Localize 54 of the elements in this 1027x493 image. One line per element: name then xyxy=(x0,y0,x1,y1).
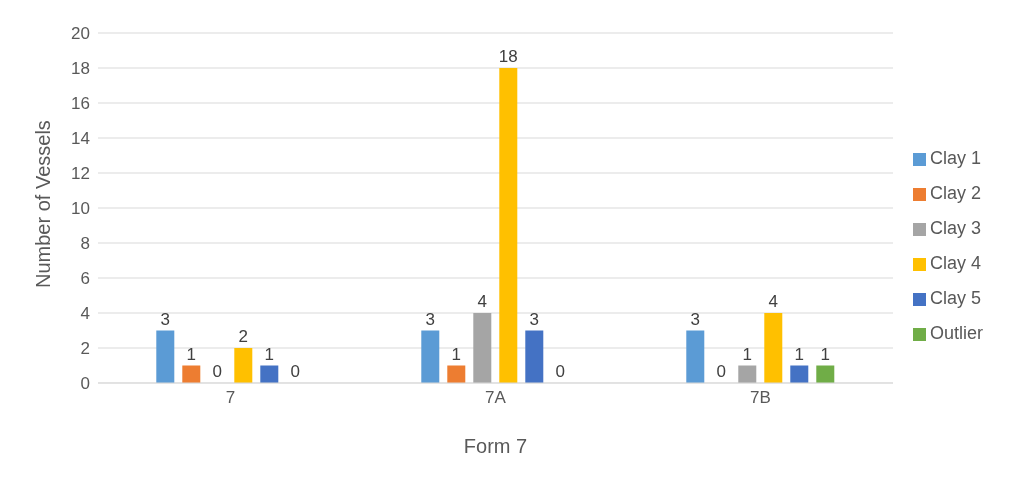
bar xyxy=(790,365,809,383)
bar xyxy=(816,365,835,383)
data-label: 0 xyxy=(212,362,223,381)
bar xyxy=(447,365,466,383)
y-tick-label: 12 xyxy=(71,164,90,184)
legend-label: Clay 4 xyxy=(929,252,982,273)
bar xyxy=(156,330,175,383)
data-label: 18 xyxy=(498,47,518,66)
data-label: 1 xyxy=(820,344,831,364)
bar xyxy=(525,330,544,383)
x-tick-label: 7A xyxy=(485,388,507,408)
data-label: 3 xyxy=(425,309,436,329)
y-tick-label: 14 xyxy=(71,129,90,149)
legend-label: Outlier xyxy=(929,322,983,343)
data-label: 3 xyxy=(690,309,701,329)
y-tick-label: 18 xyxy=(71,59,90,79)
legend-label: Clay 3 xyxy=(929,217,982,238)
bar xyxy=(473,313,492,383)
data-label: 1 xyxy=(742,344,753,364)
legend-label: Clay 1 xyxy=(929,147,982,168)
bar xyxy=(738,365,757,383)
data-label: 1 xyxy=(451,344,462,364)
y-tick-label: 6 xyxy=(80,269,90,289)
y-tick-label: 16 xyxy=(71,94,90,114)
y-tick-label: 10 xyxy=(71,199,90,219)
y-axis-title: Number of Vessels xyxy=(32,120,55,288)
data-label: 1 xyxy=(186,344,197,364)
data-label: 0 xyxy=(555,362,566,381)
x-tick-label: 7B xyxy=(750,388,771,408)
y-tick-label: 8 xyxy=(80,234,90,254)
data-label: 4 xyxy=(768,292,779,311)
y-tick-label: 20 xyxy=(71,24,90,44)
data-label: 4 xyxy=(477,292,488,311)
legend-label: Clay 2 xyxy=(929,182,982,203)
data-label: 3 xyxy=(529,309,540,329)
y-tick-label: 2 xyxy=(80,339,90,359)
bar xyxy=(260,365,279,383)
data-label: 0 xyxy=(716,362,727,381)
bar xyxy=(234,348,253,383)
data-label: 1 xyxy=(794,344,805,364)
data-label: 3 xyxy=(160,309,171,329)
bar xyxy=(686,330,705,383)
data-label: 2 xyxy=(238,327,249,346)
bar xyxy=(421,330,440,383)
x-axis-title: Form 7 xyxy=(463,435,528,457)
legend-label: Clay 5 xyxy=(929,287,982,308)
bar xyxy=(182,365,201,383)
bar xyxy=(499,68,518,383)
y-tick-label: 0 xyxy=(80,374,90,394)
bar xyxy=(764,313,783,383)
data-label: 1 xyxy=(264,344,275,364)
y-tick-label: 4 xyxy=(80,304,90,324)
x-tick-label: 7 xyxy=(225,388,236,408)
data-label: 0 xyxy=(290,362,301,381)
